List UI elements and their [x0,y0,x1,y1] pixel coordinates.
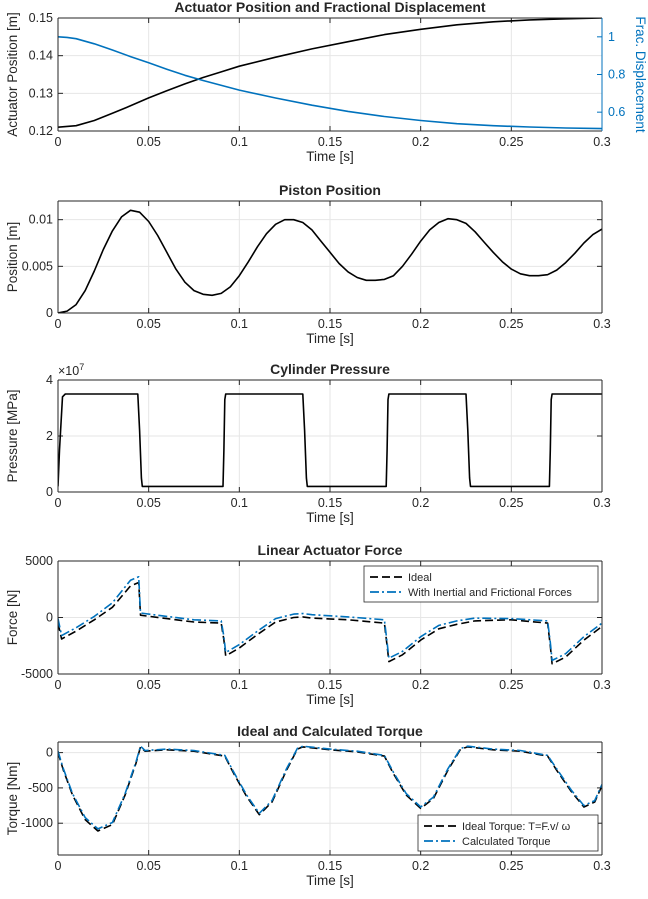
x-tick-label: 0.05 [136,859,160,873]
legend-entry: Ideal [408,572,432,584]
y-axis-label: Position [m] [5,222,20,293]
y-axis-label: Force [N] [5,590,20,646]
x-tick-label: 0.1 [231,859,248,873]
x-tick-label: 0.15 [318,678,342,692]
x-axis-label: Time [s] [306,873,354,888]
legend: Ideal With Inertial and Frictional Forces [363,565,599,603]
legend-entry: With Inertial and Frictional Forces [408,587,572,599]
chart-title: Piston Position [279,182,381,198]
y-tick-label: 0.15 [29,11,53,25]
x-tick-label: 0.2 [412,135,429,149]
chart-p1: 0 0.05 0.1 0.15 0.2 0.25 0.3 0.12 0.13 0.14 0.15 0.… [5,0,648,164]
y2-tick-label: 0.8 [608,68,625,82]
x-tick-label: 0.2 [412,678,429,692]
legend-entry: Calculated Torque [462,836,550,848]
chart-title: Actuator Position and Fractional Displac… [174,0,486,15]
chart-p5: 0 0.05 0.1 0.15 0.2 0.25 0.3 -1000 -500 0 Ideal an… [5,723,611,888]
y-tick-label: 0.01 [29,213,53,227]
x-tick-label: 0 [55,317,62,331]
x-tick-label: 0.05 [136,135,160,149]
x-axis-label: Time [s] [306,331,354,346]
series-line-0 [58,209,602,313]
x-tick-label: 0.15 [318,135,342,149]
x-tick-label: 0 [55,496,62,510]
x-tick-label: 0.2 [412,317,429,331]
x-tick-label: 0.15 [318,859,342,873]
x-tick-label: 0.05 [136,678,160,692]
chart-title: Ideal and Calculated Torque [237,723,423,739]
legend-entry: Ideal Torque: T=F.v/ ω [462,821,571,833]
legend-box [417,814,599,852]
y-tick-label: 4 [46,373,53,387]
y-tick-label: -500 [28,781,53,795]
x-tick-label: 0.2 [412,496,429,510]
series-line-1 [58,575,602,662]
y-axis-label: Torque [Nm] [5,762,20,836]
chart-title: Cylinder Pressure [270,361,390,377]
exponent-power: 7 [79,362,84,372]
y-tick-label: 0.12 [29,124,53,138]
y-axis-label: Pressure [MPa] [5,389,20,482]
x-tick-label: 0.1 [231,678,248,692]
x-tick-label: 0.15 [318,317,342,331]
y-tick-label: 0 [46,746,53,760]
x-axis-label: Time [s] [306,692,354,707]
x-tick-label: 0.3 [593,678,610,692]
x-tick-label: 0.25 [499,496,523,510]
x-tick-label: 0.25 [499,859,523,873]
x-tick-label: 0.25 [499,678,523,692]
exponent-base: ×10 [58,364,79,378]
y-tick-label: -5000 [21,667,53,681]
y2-tick-label: 0.6 [608,105,625,119]
y-tick-label: 2 [46,429,53,443]
series-line-0 [58,746,602,832]
x-tick-label: 0.3 [593,496,610,510]
x-axis-label: Time [s] [306,149,354,164]
series-line-1 [58,745,602,830]
x-tick-label: 0.3 [593,859,610,873]
exponent-label: ×107 [58,362,84,378]
x-tick-label: 0.3 [593,135,610,149]
x-tick-label: 0.2 [412,859,429,873]
y-tick-label: 0.13 [29,86,53,100]
series-line-0 [58,581,602,665]
y-tick-label: 0 [46,611,53,625]
x-tick-label: 0.3 [593,317,610,331]
y-tick-label: 0.005 [22,259,53,273]
y-tick-label: -1000 [21,816,53,830]
x-tick-label: 0.1 [231,317,248,331]
x-tick-label: 0.25 [499,317,523,331]
x-tick-label: 0.25 [499,135,523,149]
x-axis-label: Time [s] [306,510,354,525]
y-tick-label: 0 [46,485,53,499]
legend: Ideal Torque: T=F.v/ ω Calculated Torque [417,814,599,852]
x-tick-label: 0 [55,135,62,149]
y-tick-label: 5000 [25,554,53,568]
x-tick-label: 0.05 [136,317,160,331]
x-tick-label: 0.1 [231,135,248,149]
y-tick-label: 0.14 [29,49,53,63]
x-tick-label: 0.05 [136,496,160,510]
y-tick-label: 0 [46,306,53,320]
x-tick-label: 0.15 [318,496,342,510]
x-tick-label: 0 [55,678,62,692]
y-axis-label: Actuator Position [m] [5,12,20,137]
y2-tick-label: 1 [608,30,615,44]
x-tick-label: 0.1 [231,496,248,510]
series-line-0 [58,393,602,488]
series-line-1 [58,36,602,130]
series-line-0 [58,18,602,128]
chart-p3: 0 0.05 0.1 0.15 0.2 0.25 0.3 0 2 4 Cylinder Pressu… [5,361,611,525]
legend-box [363,565,599,603]
x-tick-label: 0 [55,859,62,873]
chart-title: Linear Actuator Force [258,542,403,558]
chart-p2: 0 0.05 0.1 0.15 0.2 0.25 0.3 0 0.005 0.01 Piston P… [5,182,611,346]
y2-axis-label: Frac. Displacement [633,16,648,133]
